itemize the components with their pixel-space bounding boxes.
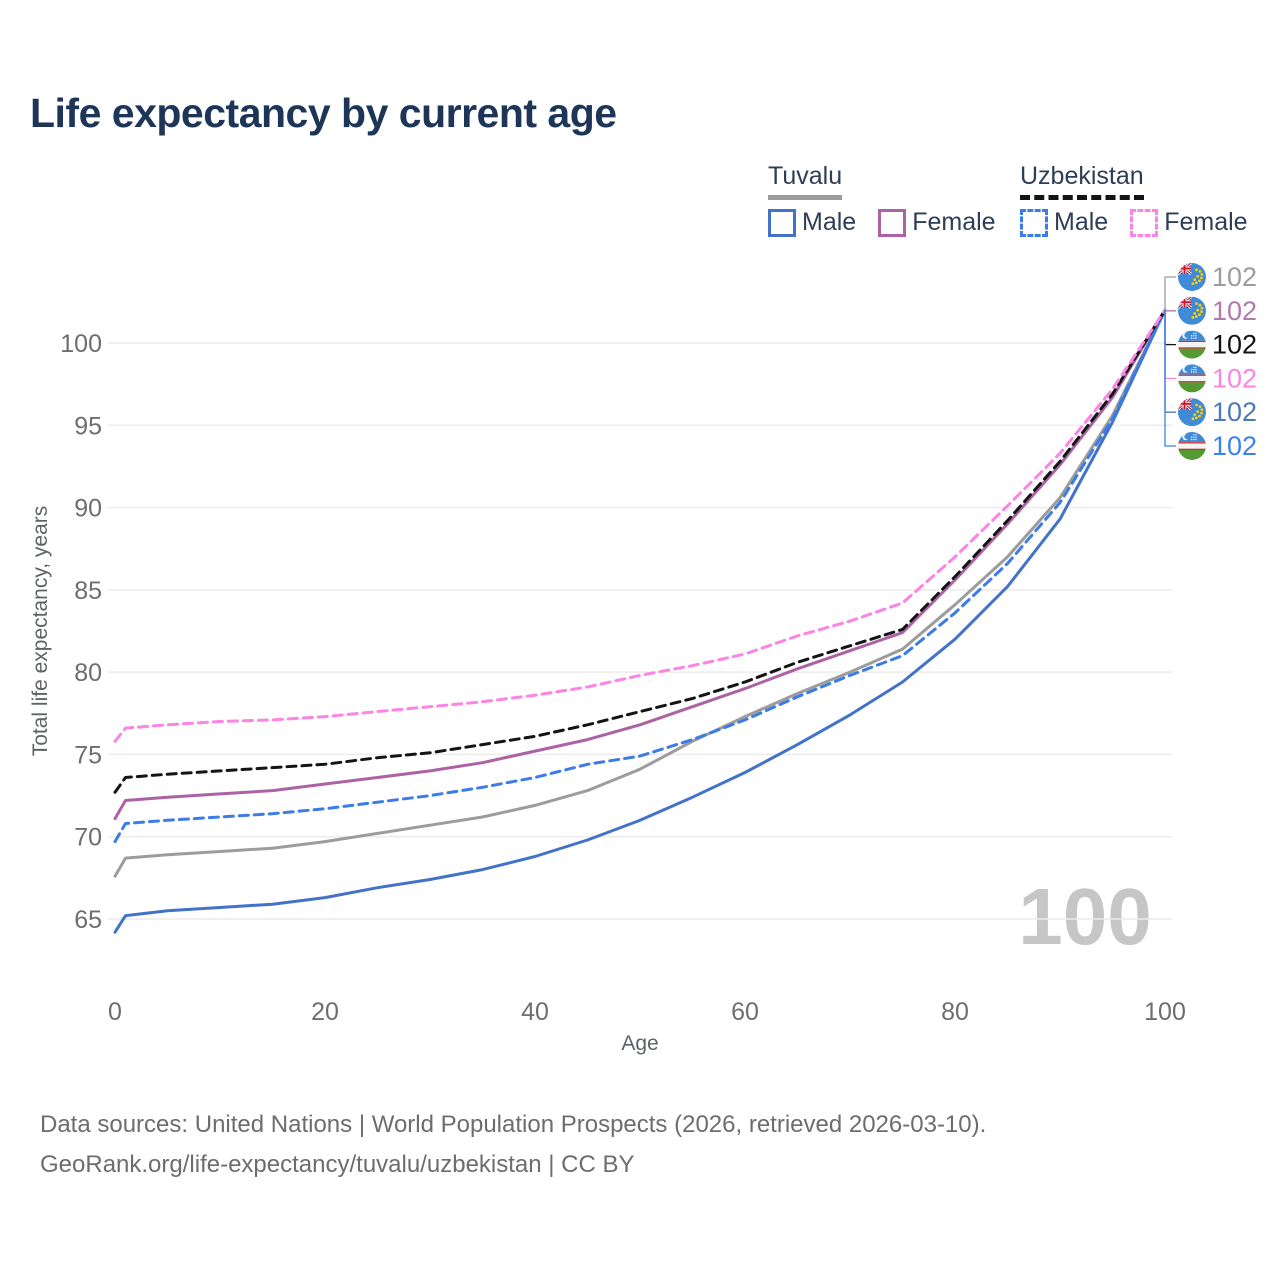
end-label-tuvalu-female[interactable]: 102 xyxy=(1178,296,1257,326)
y-tick-label-80: 80 xyxy=(74,659,102,687)
x-tick-label-40: 40 xyxy=(521,998,549,1026)
end-label-connector-tuvalu xyxy=(1164,276,1176,311)
end-label-value-tuvalu-male: 102 xyxy=(1212,397,1257,427)
uzbekistan-male-swatch-icon xyxy=(1020,208,1048,237)
tuvalu-female-swatch-icon xyxy=(878,208,907,237)
legend-label-tuvalu-female: Female xyxy=(912,208,996,236)
y-tick-label-95: 95 xyxy=(74,412,102,440)
legend-item-uzbekistan-male[interactable]: Male xyxy=(1020,208,1108,237)
x-tick-label-20: 20 xyxy=(311,998,339,1026)
y-tick-label-85: 85 xyxy=(74,577,102,605)
x-axis-ticks: 0 20 40 60 80 100 xyxy=(108,998,1186,1026)
end-label-uzbekistan[interactable]: 102 xyxy=(1178,330,1257,360)
gridlines: 65 70 75 80 85 90 95 100 xyxy=(60,330,1172,934)
end-label-value-uzbekistan-female: 102 xyxy=(1212,363,1257,393)
series-line-uzbekistan-male[interactable] xyxy=(113,308,1167,844)
end-label-uzbekistan-male[interactable]: 102 xyxy=(1178,431,1257,461)
series-line-uzbekistan[interactable] xyxy=(113,308,1167,794)
end-label-value-uzbekistan: 102 xyxy=(1212,330,1257,360)
end-label-connector-uzbekistan-male xyxy=(1164,310,1176,447)
legend-label-uzbekistan-male: Male xyxy=(1054,208,1109,236)
end-label-tuvalu[interactable]: 102 xyxy=(1178,262,1257,292)
y-tick-label-70: 70 xyxy=(74,824,102,852)
footer-attribution-line: GeoRank.org/life-expectancy/tuvalu/uzbek… xyxy=(40,1151,635,1178)
uzbekistan-flag-icon xyxy=(1178,432,1206,460)
series-line-tuvalu-female[interactable] xyxy=(113,308,1167,821)
x-tick-label-80: 80 xyxy=(941,998,969,1026)
uzbekistan-flag-icon xyxy=(1178,331,1206,359)
end-label-value-tuvalu-female: 102 xyxy=(1212,296,1257,326)
y-tick-label-65: 65 xyxy=(74,906,102,934)
legend-group-tuvalu: Tuvalu Male Female xyxy=(768,162,1018,237)
legend-group-uzbekistan: Uzbekistan Male Female xyxy=(1020,162,1270,237)
end-label-value-uzbekistan-male: 102 xyxy=(1212,431,1257,461)
x-tick-label-60: 60 xyxy=(731,998,759,1026)
x-tick-label-0: 0 xyxy=(108,998,122,1026)
x-tick-label-100: 100 xyxy=(1144,998,1186,1026)
y-tick-label-75: 75 xyxy=(74,741,102,769)
legend-item-tuvalu-male[interactable]: Male xyxy=(768,208,856,237)
series-line-tuvalu[interactable] xyxy=(113,308,1167,878)
uzbekistan-female-swatch-icon xyxy=(1130,208,1159,237)
tuvalu-flag-icon xyxy=(1178,398,1206,426)
data-source-footer: Data sources: United Nations | World Pop… xyxy=(40,1105,986,1185)
watermark-100: 100 xyxy=(1018,872,1151,961)
end-label-uzbekistan-female[interactable]: 102 xyxy=(1178,363,1257,393)
end-label-connector-tuvalu-female xyxy=(1164,310,1176,312)
legend-item-uzbekistan-female[interactable]: Female xyxy=(1130,208,1248,237)
footer-sources-line: Data sources: United Nations | World Pop… xyxy=(40,1111,987,1138)
tuvalu-male-swatch-icon xyxy=(768,208,796,237)
y-tick-label-90: 90 xyxy=(74,495,102,523)
legend-country-tuvalu: Tuvalu xyxy=(768,162,843,200)
y-tick-label-100: 100 xyxy=(60,330,102,358)
y-axis-title: Total life expectancy, years xyxy=(29,506,52,757)
legend-label-uzbekistan-female: Female xyxy=(1164,208,1248,236)
page-title: Life expectancy by current age xyxy=(30,90,617,136)
series-line-uzbekistan-female[interactable] xyxy=(113,308,1167,743)
uzbekistan-flag-icon xyxy=(1178,364,1206,392)
legend-country-uzbekistan: Uzbekistan xyxy=(1020,162,1144,200)
legend-label-tuvalu-male: Male xyxy=(802,208,857,236)
tuvalu-flag-icon xyxy=(1178,263,1206,291)
end-label-tuvalu-male[interactable]: 102 xyxy=(1178,397,1257,427)
x-axis-title: Age xyxy=(621,1032,658,1055)
legend-item-tuvalu-female[interactable]: Female xyxy=(878,208,996,237)
end-label-connector-tuvalu-male xyxy=(1164,310,1176,413)
tuvalu-flag-icon xyxy=(1178,297,1206,325)
end-label-value-tuvalu: 102 xyxy=(1212,262,1257,292)
series-lines xyxy=(113,308,1167,934)
series-line-tuvalu-male[interactable] xyxy=(113,308,1167,934)
end-label-connector-uzbekistan xyxy=(1164,310,1176,346)
